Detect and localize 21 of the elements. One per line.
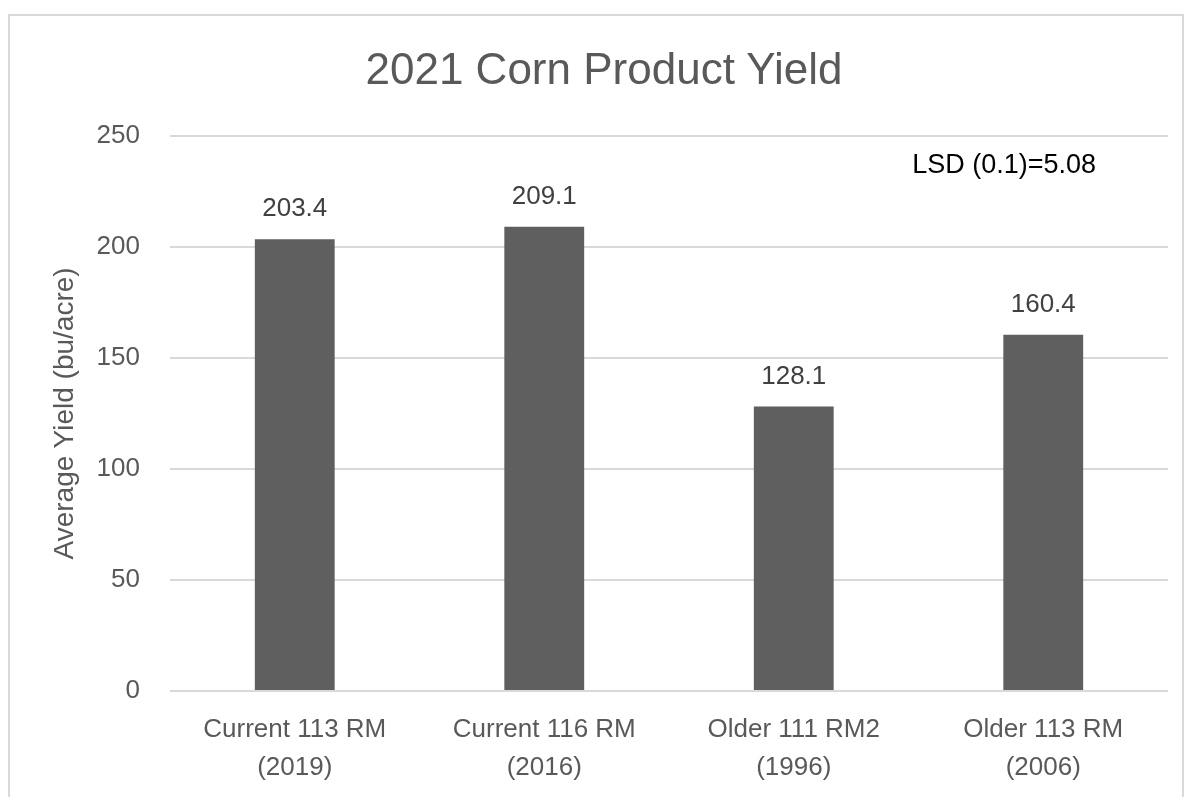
- y-tick-label: 100: [96, 452, 140, 483]
- data-label: 203.4: [262, 192, 328, 223]
- y-tick-label: 50: [111, 563, 140, 594]
- bar: [254, 239, 335, 690]
- bar: [504, 226, 585, 690]
- annotation: LSD (0.1)=5.08: [912, 149, 1096, 180]
- data-label: 160.4: [1010, 287, 1076, 318]
- y-axis-title: Average Yield (bu/acre): [47, 267, 79, 560]
- y-tick-label: 150: [96, 341, 140, 372]
- y-tick-label: 0: [125, 674, 140, 705]
- x-tick-label: Older 113 RM (2006): [963, 713, 1124, 781]
- data-label: 209.1: [511, 179, 577, 210]
- x-tick-label: Current 116 RM (2016): [452, 713, 636, 781]
- data-label: 128.1: [761, 359, 827, 390]
- x-tick-label: Older 111 RM2 (1996): [707, 713, 880, 781]
- y-tick-label: 250: [96, 118, 140, 149]
- x-tick-label: Current 113 RM (2019): [203, 713, 387, 781]
- y-tick-label: 200: [96, 230, 140, 261]
- bar: [753, 406, 834, 690]
- bar: [1003, 334, 1084, 690]
- chart-title: 2021 Corn Product Yield: [365, 43, 843, 93]
